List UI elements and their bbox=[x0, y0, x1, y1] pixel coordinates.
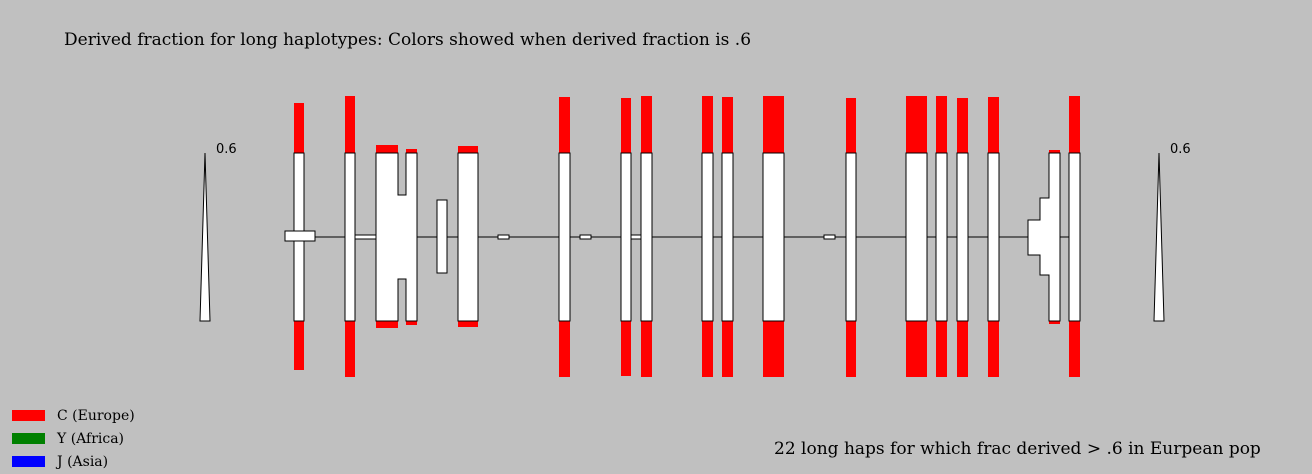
haplotype-column-9 bbox=[905, 152, 928, 322]
haplotype-column-12 bbox=[987, 152, 1000, 322]
legend-label-asia: J (Asia) bbox=[57, 453, 109, 470]
summary-note: 22 long haps for which frac derived > .6… bbox=[774, 439, 1261, 459]
red-bottom-segment-9 bbox=[906, 321, 927, 377]
scale-label-left: 0.6 bbox=[216, 142, 237, 157]
red-bottom-segment-10 bbox=[936, 321, 947, 377]
legend-item-europe: C (Europe) bbox=[12, 404, 135, 427]
red-bottom-segment-block-d bbox=[1049, 321, 1060, 324]
red-bottom-segment-3 bbox=[621, 321, 631, 376]
red-top-segment-13 bbox=[1069, 96, 1080, 153]
red-top-segment-block-b bbox=[406, 149, 417, 153]
red-top-segment-5 bbox=[702, 96, 713, 153]
haplotype-block-wide-c bbox=[457, 152, 479, 322]
red-top-segment-block-d bbox=[1049, 150, 1060, 153]
haplotype-column-8 bbox=[845, 152, 857, 322]
legend-item-africa: Y (Africa) bbox=[12, 427, 135, 450]
red-bottom-segment-block-a bbox=[376, 321, 398, 328]
red-bottom-segment-11 bbox=[957, 321, 968, 377]
scale-label-right: 0.6 bbox=[1170, 142, 1191, 157]
red-bottom-segment-13 bbox=[1069, 321, 1080, 377]
haplotype-block-stepped-d bbox=[1027, 152, 1061, 322]
haplotype-column-6 bbox=[721, 152, 734, 322]
red-top-segment-6 bbox=[722, 97, 733, 153]
red-top-segment-block-c bbox=[458, 146, 478, 153]
haplotype-block-wide-a bbox=[375, 152, 418, 322]
haplotype-column-2 bbox=[558, 152, 571, 322]
tiny-feature-2 bbox=[579, 234, 592, 240]
red-bottom-segment-block-b bbox=[406, 321, 417, 325]
red-bottom-segment-1 bbox=[345, 321, 355, 377]
red-bottom-segment-block-c bbox=[458, 321, 478, 327]
red-top-segment-12 bbox=[988, 97, 999, 153]
small-feature-link bbox=[354, 234, 377, 240]
red-top-segment-11 bbox=[957, 98, 968, 153]
tiny-feature-4 bbox=[823, 234, 836, 240]
red-top-segment-7 bbox=[763, 96, 784, 153]
scale-marker-left bbox=[199, 152, 211, 322]
red-top-segment-10 bbox=[936, 96, 947, 153]
tiny-feature-1 bbox=[497, 234, 510, 240]
red-top-segment-0 bbox=[294, 103, 304, 153]
legend-swatch-asia bbox=[12, 456, 45, 467]
legend-swatch-europe bbox=[12, 410, 45, 421]
red-bottom-segment-8 bbox=[846, 321, 856, 377]
red-bottom-segment-6 bbox=[722, 321, 733, 377]
legend-label-europe: C (Europe) bbox=[57, 407, 135, 424]
haplotype-column-3 bbox=[620, 152, 632, 322]
diagram-title: Derived fraction for long haplotypes: Co… bbox=[64, 30, 752, 50]
red-bottom-segment-7 bbox=[763, 321, 784, 377]
haplotype-column-10 bbox=[935, 152, 948, 322]
red-top-segment-3 bbox=[621, 98, 631, 153]
small-feature-cross bbox=[284, 230, 316, 242]
legend-label-africa: Y (Africa) bbox=[57, 430, 125, 447]
red-top-segment-1 bbox=[345, 96, 355, 153]
red-top-segment-8 bbox=[846, 98, 856, 153]
red-bottom-segment-5 bbox=[702, 321, 713, 377]
red-top-segment-2 bbox=[559, 97, 570, 153]
haplotype-column-11 bbox=[956, 152, 969, 322]
legend: C (Europe) Y (Africa) J (Asia) bbox=[12, 404, 135, 473]
red-top-segment-4 bbox=[641, 96, 652, 153]
red-top-segment-9 bbox=[906, 96, 927, 153]
tiny-feature-3 bbox=[630, 234, 642, 240]
scale-marker-right bbox=[1153, 152, 1165, 322]
red-bottom-segment-12 bbox=[988, 321, 999, 377]
haplotype-column-1 bbox=[344, 152, 356, 322]
haplotype-column-4 bbox=[640, 152, 653, 322]
haplotype-column-5 bbox=[701, 152, 714, 322]
red-top-segment-block-a bbox=[376, 145, 398, 153]
haplotype-column-7 bbox=[762, 152, 785, 322]
mid-feature bbox=[436, 199, 448, 274]
red-bottom-segment-0 bbox=[294, 321, 304, 370]
red-bottom-segment-4 bbox=[641, 321, 652, 377]
red-bottom-segment-2 bbox=[559, 321, 570, 377]
haplotype-column-13 bbox=[1068, 152, 1081, 322]
legend-swatch-africa bbox=[12, 433, 45, 444]
legend-item-asia: J (Asia) bbox=[12, 450, 135, 473]
